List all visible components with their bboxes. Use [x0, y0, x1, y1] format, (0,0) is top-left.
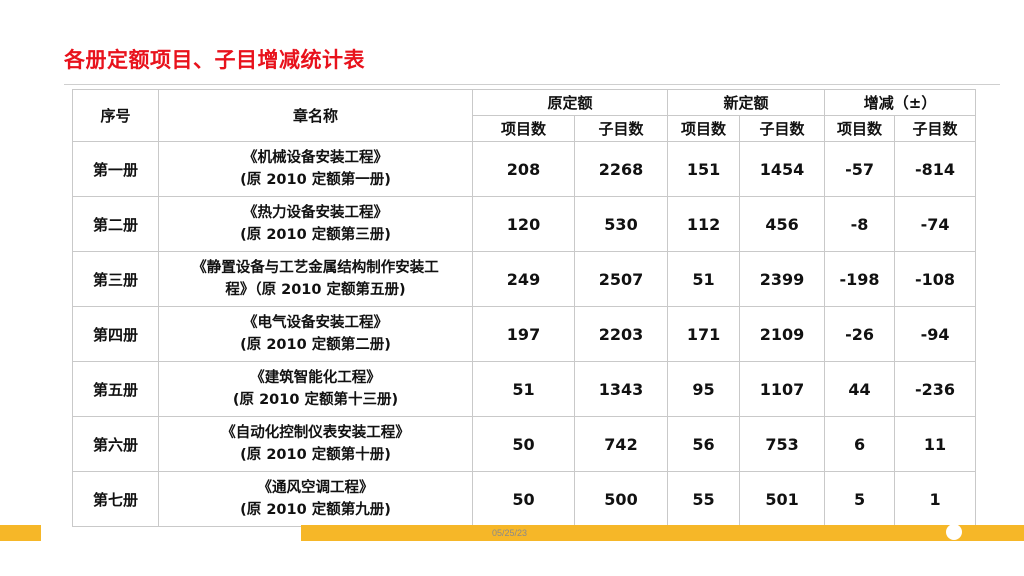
header-index: 序号: [72, 89, 159, 142]
cell-orig-subitems: 742: [573, 416, 669, 472]
row-index: 第二册: [72, 196, 159, 252]
cell-new-subitems: 1107: [739, 361, 826, 417]
cell-orig-items: 50: [472, 416, 575, 472]
row-index: 第四册: [72, 306, 159, 362]
page-title: 各册定额项目、子目增减统计表: [64, 48, 365, 72]
cell-diff-subitems: -108: [894, 251, 977, 307]
cell-new-items: 56: [667, 416, 741, 472]
footer-date: 05/25/23: [492, 528, 528, 538]
header-items: 项目数: [667, 115, 741, 142]
footer-circle-marker: [946, 524, 962, 540]
cell-diff-items: -26: [824, 306, 896, 362]
header-change: 增减（±）: [824, 89, 977, 116]
cell-new-subitems: 753: [739, 416, 826, 472]
stats-table: 序号 章名称 原定额 新定额 增减（±） 项目数 子目数 项目数 子目数 项目数…: [72, 89, 977, 527]
header-row-group: 序号 章名称 原定额 新定额 增减（±）: [72, 89, 977, 142]
table-row: 第二册 《热力设备安装工程》 (原 2010 定额第三册) 120 530 112…: [72, 196, 977, 252]
row-index: 第三册: [72, 251, 159, 307]
table-row: 第五册 《建筑智能化工程》 (原 2010 定额第十三册) 51 1343 95 …: [72, 361, 977, 417]
header-subitems: 子目数: [894, 115, 977, 142]
header-chapter: 章名称: [158, 89, 473, 142]
header-items: 项目数: [824, 115, 896, 142]
cell-diff-items: -8: [824, 196, 896, 252]
row-index: 第六册: [72, 416, 159, 472]
cell-new-subitems: 1454: [739, 141, 826, 197]
table-row: 第六册 《自动化控制仪表安装工程》 (原 2010 定额第十册) 50 742 5…: [72, 416, 977, 472]
cell-new-items: 171: [667, 306, 741, 362]
cell-diff-subitems: -94: [894, 306, 977, 362]
cell-orig-subitems: 2268: [573, 141, 669, 197]
header-subitems: 子目数: [573, 115, 669, 142]
row-index: 第五册: [72, 361, 159, 417]
cell-orig-subitems: 500: [573, 471, 669, 527]
cell-orig-subitems: 2507: [573, 251, 669, 307]
cell-new-subitems: 2399: [739, 251, 826, 307]
cell-orig-items: 208: [472, 141, 575, 197]
cell-diff-subitems: -814: [894, 141, 977, 197]
cell-new-subitems: 2109: [739, 306, 826, 362]
cell-diff-items: 44: [824, 361, 896, 417]
cell-diff-items: 6: [824, 416, 896, 472]
cell-new-items: 95: [667, 361, 741, 417]
table-row: 第一册 《机械设备安装工程》 (原 2010 定额第一册) 208 2268 15…: [72, 141, 977, 197]
row-index: 第一册: [72, 141, 159, 197]
cell-diff-items: -198: [824, 251, 896, 307]
chapter-name: 《电气设备安装工程》 (原 2010 定额第二册): [158, 306, 473, 362]
cell-diff-subitems: -236: [894, 361, 977, 417]
chapter-name: 《静置设备与工艺金属结构制作安装工 程》（原 2010 定额第五册): [158, 251, 473, 307]
table-row: 第四册 《电气设备安装工程》 (原 2010 定额第二册) 197 2203 17…: [72, 306, 977, 362]
cell-orig-items: 120: [472, 196, 575, 252]
header-original-quota: 原定额: [471, 89, 669, 116]
cell-new-items: 55: [667, 471, 741, 527]
header-new-quota: 新定额: [667, 89, 826, 116]
cell-new-subitems: 456: [739, 196, 826, 252]
footer-accent-bar-right: [301, 525, 1024, 541]
chapter-name: 《热力设备安装工程》 (原 2010 定额第三册): [158, 196, 473, 252]
header-items: 项目数: [472, 115, 575, 142]
cell-orig-subitems: 2203: [573, 306, 669, 362]
header-row-sub: 项目数 子目数 项目数 子目数 项目数 子目数: [73, 115, 977, 142]
cell-diff-items: -57: [824, 141, 896, 197]
cell-new-items: 151: [667, 141, 741, 197]
cell-diff-subitems: -74: [894, 196, 977, 252]
cell-orig-items: 249: [472, 251, 575, 307]
chapter-name: 《建筑智能化工程》 (原 2010 定额第十三册): [158, 361, 473, 417]
cell-orig-subitems: 530: [573, 196, 669, 252]
cell-orig-subitems: 1343: [573, 361, 669, 417]
header-subitems: 子目数: [739, 115, 826, 142]
cell-diff-items: 5: [824, 471, 896, 527]
chapter-name: 《机械设备安装工程》 (原 2010 定额第一册): [158, 141, 473, 197]
cell-orig-items: 51: [472, 361, 575, 417]
cell-orig-items: 197: [472, 306, 575, 362]
footer-accent-bar-left: [0, 525, 41, 541]
cell-diff-subitems: 1: [894, 471, 977, 527]
chapter-name: 《通风空调工程》 (原 2010 定额第九册): [158, 471, 473, 527]
chapter-name: 《自动化控制仪表安装工程》 (原 2010 定额第十册): [158, 416, 473, 472]
cell-new-items: 112: [667, 196, 741, 252]
cell-diff-subitems: 11: [894, 416, 977, 472]
row-index: 第七册: [72, 471, 159, 527]
cell-new-items: 51: [667, 251, 741, 307]
cell-orig-items: 50: [472, 471, 575, 527]
table-row: 第七册 《通风空调工程》 (原 2010 定额第九册) 50 500 55 501…: [72, 471, 977, 527]
table-row: 第三册 《静置设备与工艺金属结构制作安装工 程》（原 2010 定额第五册) 24…: [72, 251, 977, 307]
cell-new-subitems: 501: [739, 471, 826, 527]
title-divider: [64, 84, 1000, 85]
